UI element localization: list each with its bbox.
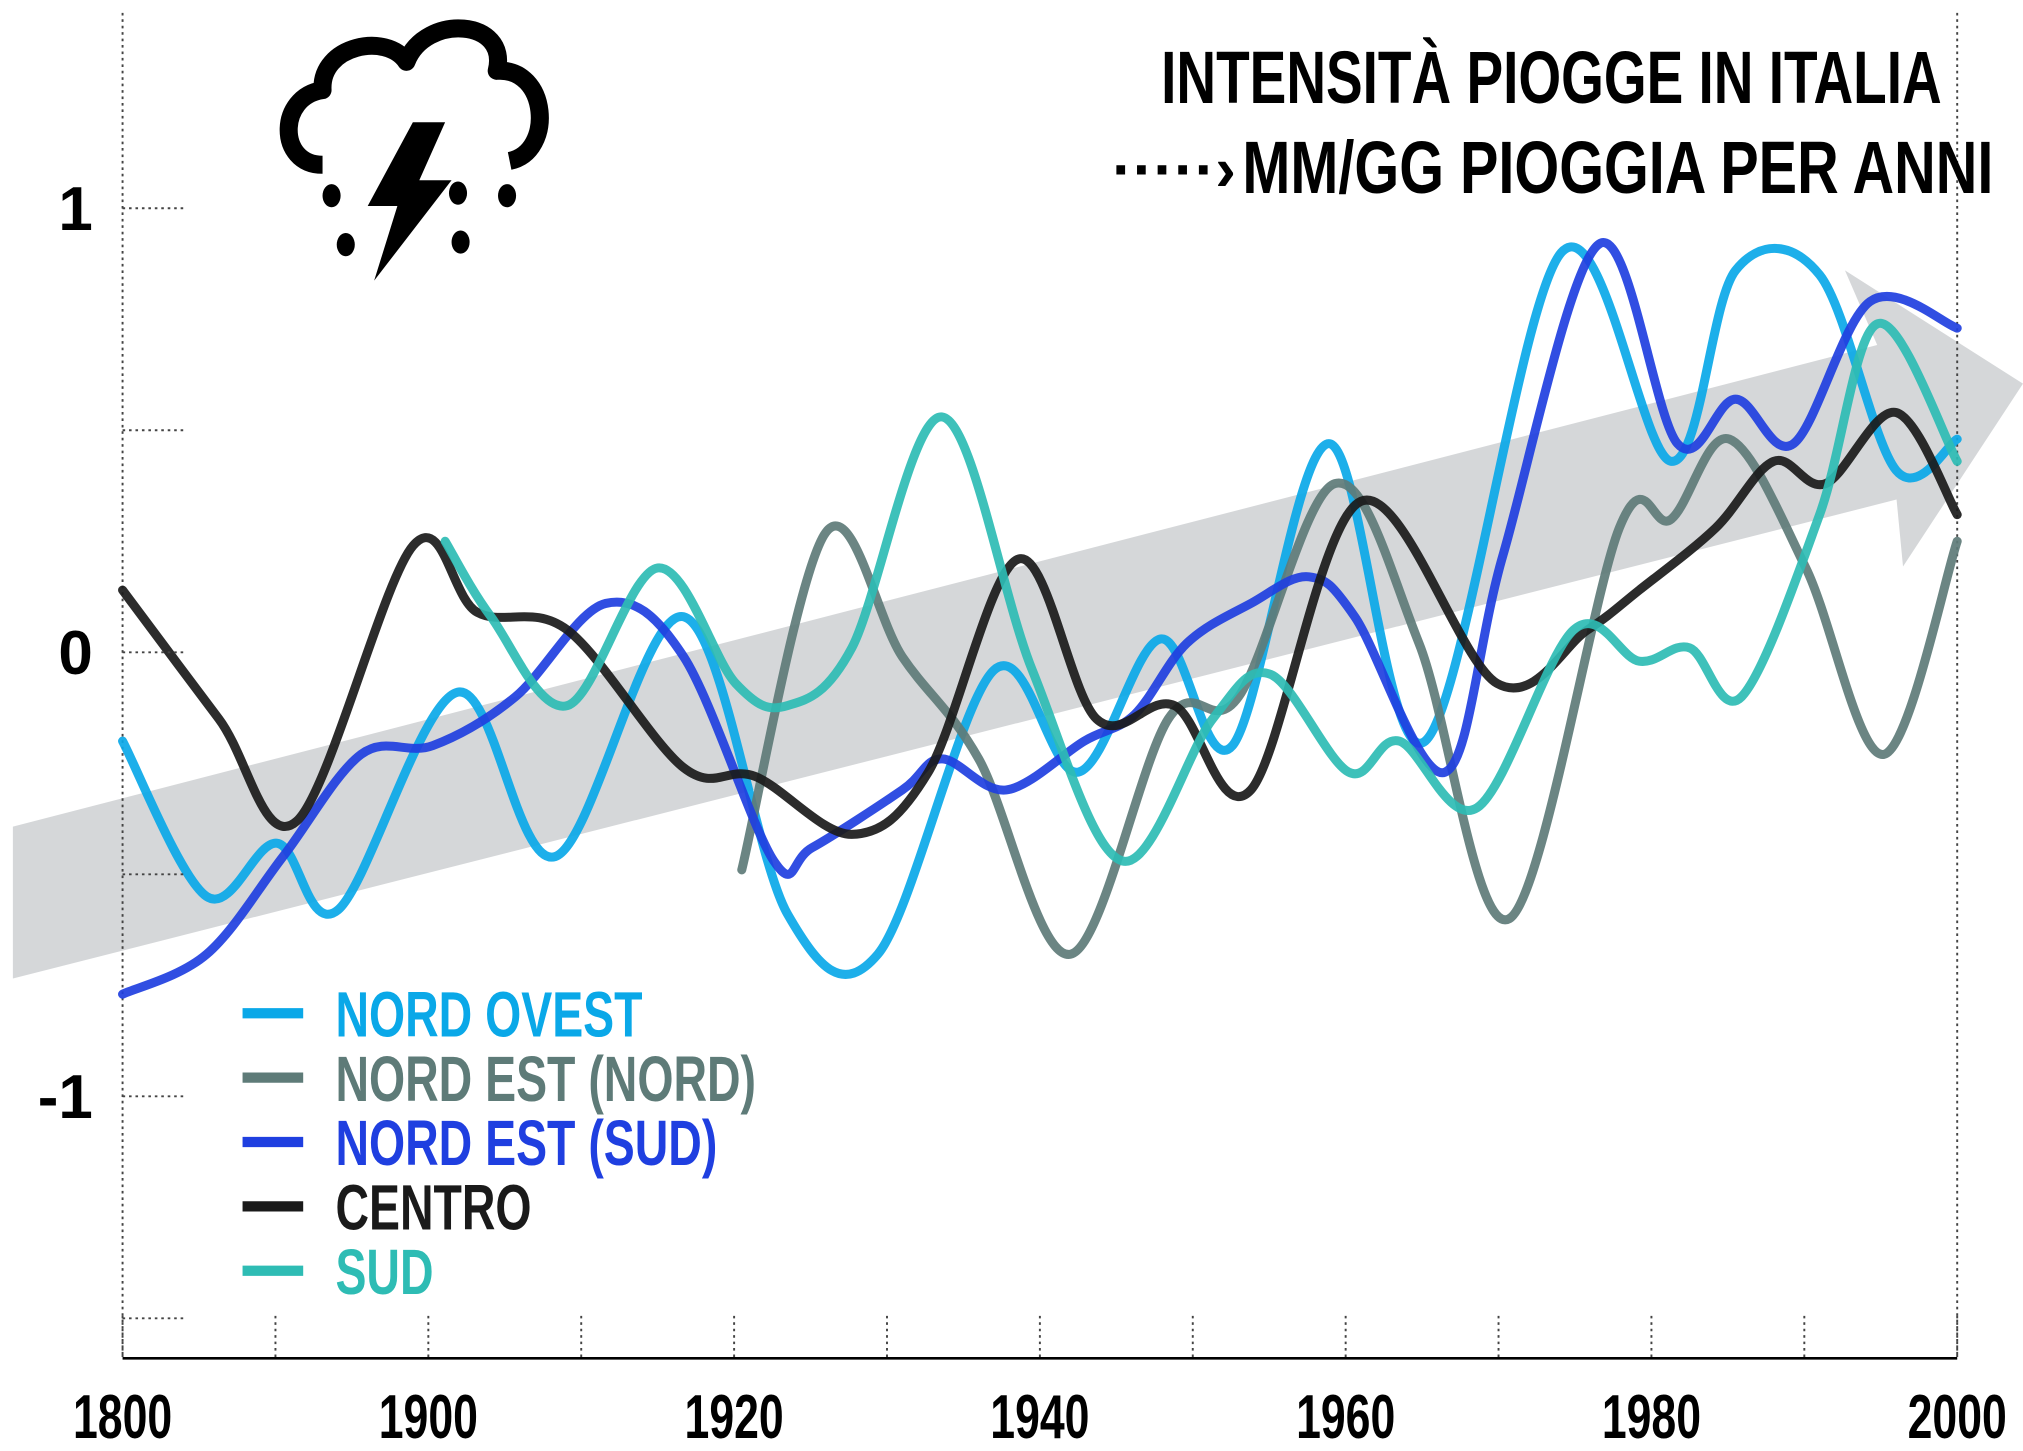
legend-label: SUD — [335, 1235, 433, 1307]
line-series — [118, 242, 1962, 979]
weather-icon — [279, 19, 549, 281]
x-tick-label: 1920 — [685, 1383, 784, 1451]
chart-subtitle: MM/GG PIOGGIA PER ANNI — [1242, 125, 1993, 209]
x-tick-label: 1800 — [73, 1383, 172, 1451]
legend-label: NORD EST (NORD) — [335, 1042, 756, 1114]
legend-label: NORD EST (SUD) — [335, 1107, 717, 1179]
x-tick-label: 1900 — [379, 1383, 478, 1451]
x-tick-label: 1960 — [1296, 1383, 1395, 1451]
x-tick-label: 1980 — [1602, 1383, 1701, 1451]
subtitle-arrow: ·····› — [1112, 136, 1236, 205]
line-series — [440, 319, 1962, 866]
x-tick-label: 1940 — [990, 1383, 1089, 1451]
line-series — [737, 434, 1962, 959]
legend-label: NORD OVEST — [335, 978, 642, 1050]
y-tick-label: -1 — [38, 1063, 93, 1132]
line-series — [118, 407, 1962, 839]
y-tick-label: 1 — [58, 175, 92, 244]
y-tick-label: 0 — [58, 619, 92, 688]
x-tick-label: 2000 — [1908, 1383, 2007, 1451]
chart-title: INTENSITÀ PIOGGE IN ITALIA — [1161, 35, 1942, 119]
legend-label: CENTRO — [335, 1171, 531, 1243]
